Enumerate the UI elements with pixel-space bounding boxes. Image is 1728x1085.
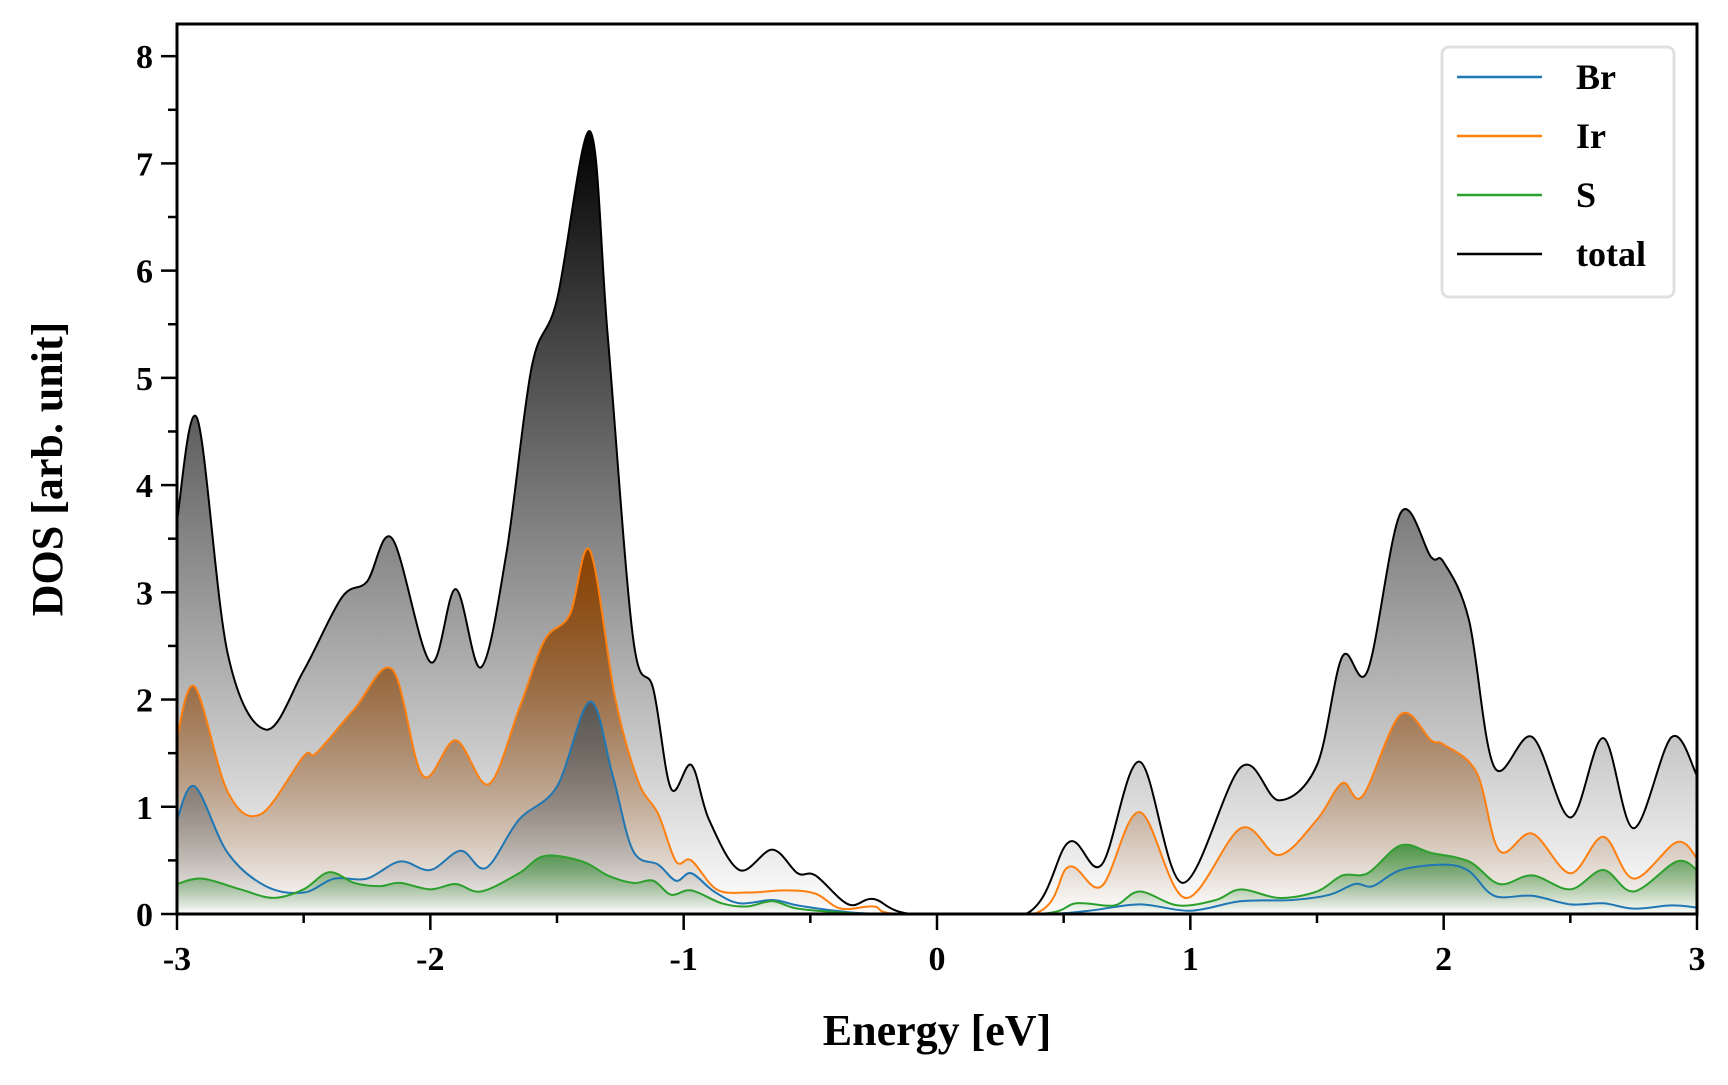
line-total bbox=[176, 130, 1698, 916]
y-tick-label: 5 bbox=[136, 361, 153, 398]
x-axis-label: Energy [eV] bbox=[823, 1006, 1052, 1055]
x-tick-label: -2 bbox=[416, 941, 444, 978]
x-tick-label: 1 bbox=[1182, 941, 1199, 978]
y-tick-label: 7 bbox=[136, 146, 153, 183]
y-tick-label: 8 bbox=[136, 39, 153, 76]
x-tick-label: 0 bbox=[929, 941, 946, 978]
legend-label-br: Br bbox=[1576, 57, 1616, 97]
legend-label-ir: Ir bbox=[1576, 116, 1606, 156]
y-tick-label: 2 bbox=[136, 683, 153, 720]
x-axis: -3 -2 -1 0 1 2 3 bbox=[163, 914, 1706, 978]
x-tick-label: -1 bbox=[670, 941, 698, 978]
legend-label-total: total bbox=[1576, 234, 1646, 274]
x-tick-label: -3 bbox=[163, 941, 191, 978]
legend-label-s: S bbox=[1576, 175, 1596, 215]
x-tick-label: 2 bbox=[1435, 941, 1452, 978]
line-br bbox=[176, 700, 1698, 916]
y-axis-label: DOS [arb. unit] bbox=[23, 322, 72, 617]
y-tick-label: 4 bbox=[136, 468, 153, 505]
line-ir bbox=[176, 547, 1698, 916]
series-lines bbox=[176, 130, 1698, 916]
y-tick-label: 0 bbox=[136, 897, 153, 934]
y-tick-label: 3 bbox=[136, 575, 153, 612]
line-s bbox=[176, 843, 1698, 916]
y-axis: 0 1 2 3 4 5 6 7 8 bbox=[136, 39, 177, 934]
x-tick-label: 3 bbox=[1689, 941, 1706, 978]
y-tick-label: 6 bbox=[136, 254, 153, 291]
y-tick-label: 1 bbox=[136, 790, 153, 827]
legend-box bbox=[1440, 45, 1676, 299]
